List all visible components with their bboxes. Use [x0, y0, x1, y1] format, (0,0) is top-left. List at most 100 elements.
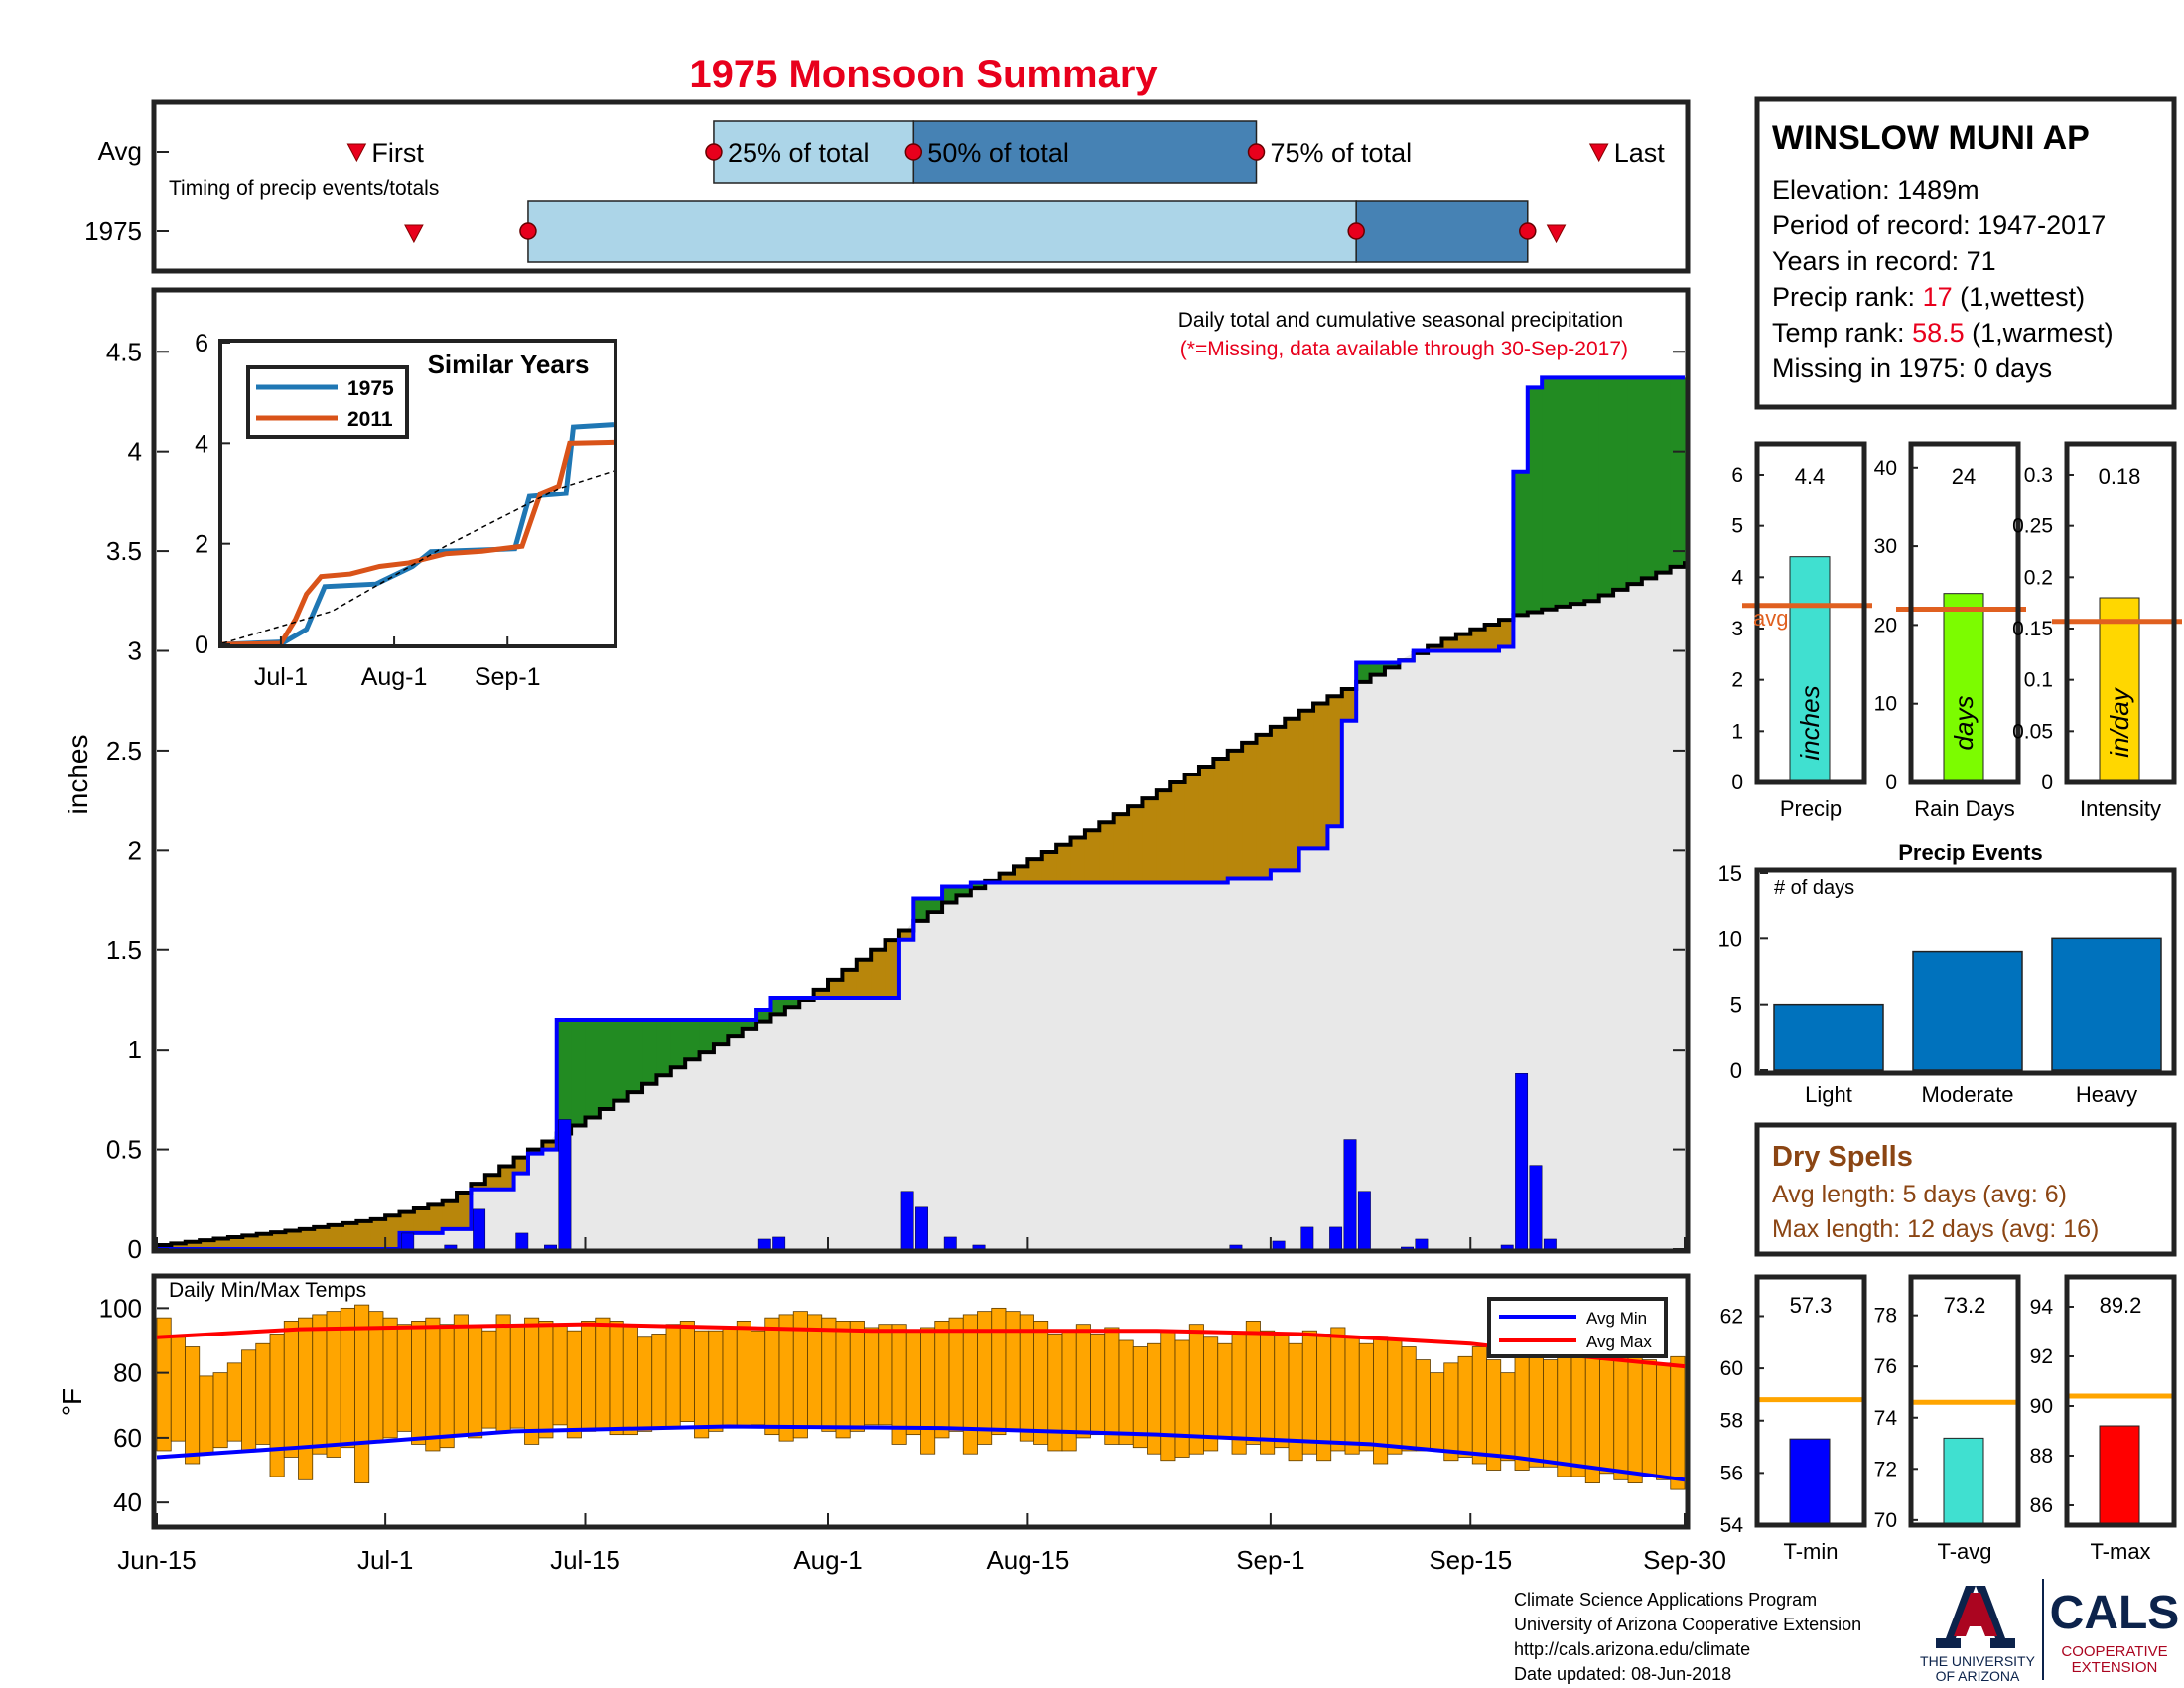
summary-name-2: Intensity: [2080, 796, 2161, 821]
daily-precip-bar: [1229, 1244, 1243, 1250]
daily-precip-bar: [558, 1119, 572, 1250]
temp-summary-bar-2: [2099, 1425, 2140, 1526]
summary-frame-1: [1908, 441, 2021, 785]
temp-summary-value-2: 89.2: [2100, 1293, 2142, 1318]
precip-events-title: Precip Events: [1898, 840, 2043, 865]
temperature-chart: 40 60 80 100 Jun-15 Jul-1 Jul-15 Aug-1 Aug-15 Sep…: [57, 1273, 1726, 1575]
daily-precip-bar: [515, 1232, 529, 1250]
daily-temp-bar: [920, 1327, 936, 1455]
main-y-tick-label: 2.5: [106, 736, 142, 766]
deficit-fill: [1227, 750, 1243, 879]
deficit-fill: [1298, 710, 1314, 849]
avg-last-label: Last: [1614, 138, 1666, 168]
main-y-tick-label: 1.5: [106, 935, 142, 965]
deficit-fill: [428, 1204, 444, 1233]
precip-events-y-tick-label: 0: [1730, 1058, 1742, 1083]
avg-50-75-box: [912, 120, 1258, 184]
year-first-marker: [404, 224, 424, 244]
daily-temp-bar: [878, 1324, 893, 1426]
daily-temp-bar: [835, 1321, 851, 1439]
precip-events-y-tick-label: 5: [1730, 993, 1742, 1018]
daily-precip-bar: [915, 1206, 928, 1250]
daily-temp-bar: [1174, 1339, 1190, 1458]
daily-temp-bar: [1627, 1355, 1643, 1483]
main-y-tick-label: 0: [128, 1234, 142, 1264]
avg-50-marker: [904, 143, 923, 161]
daily-temp-bar: [241, 1349, 257, 1452]
daily-temp-bar: [1203, 1336, 1219, 1452]
surplus-fill: [670, 1020, 686, 1068]
daily-temp-bar: [722, 1327, 738, 1429]
main-y-axis-label: inches: [63, 735, 93, 815]
surplus-fill: [1513, 471, 1529, 616]
avg-50-label: 50% of total: [927, 138, 1069, 168]
deficit-fill: [185, 1241, 201, 1249]
daily-temp-bar: [622, 1324, 638, 1436]
daily-temp-bar: [637, 1336, 653, 1432]
daily-temp-bar: [1019, 1314, 1034, 1442]
temp-summary-frame-2: [2064, 1274, 2177, 1528]
x-tick-label: Jul-15: [550, 1545, 620, 1575]
station-frame: [1754, 96, 2177, 410]
daily-temp-bar: [1033, 1321, 1049, 1445]
temp-summary-frame-1: [1908, 1274, 2021, 1528]
summary-y-tick-label-0: 6: [1731, 464, 1743, 487]
daily-temp-bar: [778, 1314, 794, 1442]
surplus-fill: [1527, 387, 1543, 613]
summary-frame-2: [2064, 441, 2177, 785]
daily-precip-bar: [900, 1191, 914, 1250]
daily-temp-bar: [1231, 1334, 1247, 1455]
year-cumulative-line: [157, 375, 1685, 1251]
summary-y-tick-label-2: 0.3: [2024, 464, 2053, 487]
summary-bar-0: [1789, 556, 1831, 783]
daily-temp-bar: [1330, 1327, 1346, 1452]
daily-temp-bar: [821, 1317, 837, 1432]
daily-temp-bar: [736, 1321, 751, 1429]
deficit-fill: [999, 873, 1015, 883]
daily-temp-bar: [679, 1321, 695, 1422]
deficit-fill: [513, 1157, 529, 1174]
deficit-fill: [271, 1232, 287, 1249]
summary-bar-charts: 4.4 0 1 2 3 4 5 6 inches Precip avg 24 0 10 20 30 40 days…: [1731, 441, 2182, 821]
deficit-fill: [399, 1211, 415, 1233]
main-y-tick-label: 3.5: [106, 536, 142, 566]
deficit-fill: [157, 1244, 172, 1249]
surplus-fill: [1613, 377, 1629, 590]
daily-temp-bar: [1147, 1342, 1162, 1455]
daily-temp-bar: [1160, 1330, 1176, 1462]
similar-years-inset: 0 2 4 6 Jul-1 Aug-1 Sep-1 1975 2011 Similar Year…: [195, 330, 617, 691]
main-annotation-2: (*=Missing, data available through 30-Se…: [1180, 338, 1628, 360]
precip-events-category: Moderate: [1922, 1082, 2014, 1107]
summary-name-1: Rain Days: [1914, 796, 2014, 821]
university-of-arizona-logo: THE UNIVERSITY OF ARIZONA CALS COOPERATI…: [1920, 1579, 2179, 1684]
inset-legend-label-2011: 2011: [347, 408, 393, 431]
deficit-fill: [1242, 742, 1258, 879]
cals-coop-text-2: EXTENSION: [2072, 1659, 2158, 1676]
inset-y-tick-label: 2: [195, 531, 208, 559]
inset-legend: [246, 365, 409, 439]
daily-precip-bar: [1543, 1238, 1557, 1250]
x-tick-label: Sep-30: [1643, 1545, 1726, 1575]
station-elevation: Elevation: 1489m: [1772, 175, 1979, 205]
surplus-fill: [656, 1020, 672, 1076]
temp-summary-y-tick-label-1: 74: [1874, 1407, 1898, 1430]
deficit-fill: [1313, 703, 1329, 849]
avg-last-marker: [1588, 143, 1609, 163]
daily-temp-bar: [665, 1324, 681, 1429]
deficit-fill: [213, 1238, 229, 1249]
daily-precip-bar: [1300, 1226, 1314, 1250]
deficit-fill: [442, 1200, 458, 1229]
deficit-fill: [1128, 806, 1144, 883]
deficit-fill: [1156, 790, 1171, 883]
surplus-fill: [956, 886, 972, 896]
daily-precip-bar: [444, 1244, 458, 1250]
daily-precip-bar: [401, 1232, 415, 1250]
deficit-fill: [457, 1192, 473, 1229]
deficit-fill: [385, 1215, 401, 1249]
surplus-fill: [642, 1020, 658, 1084]
summary-y-tick-label-2: 0.15: [2012, 618, 2053, 640]
year-end-marker: [1519, 222, 1537, 240]
station-name: WINSLOW MUNI AP: [1772, 119, 2090, 157]
cumulative-base-fill: [157, 561, 1685, 1249]
